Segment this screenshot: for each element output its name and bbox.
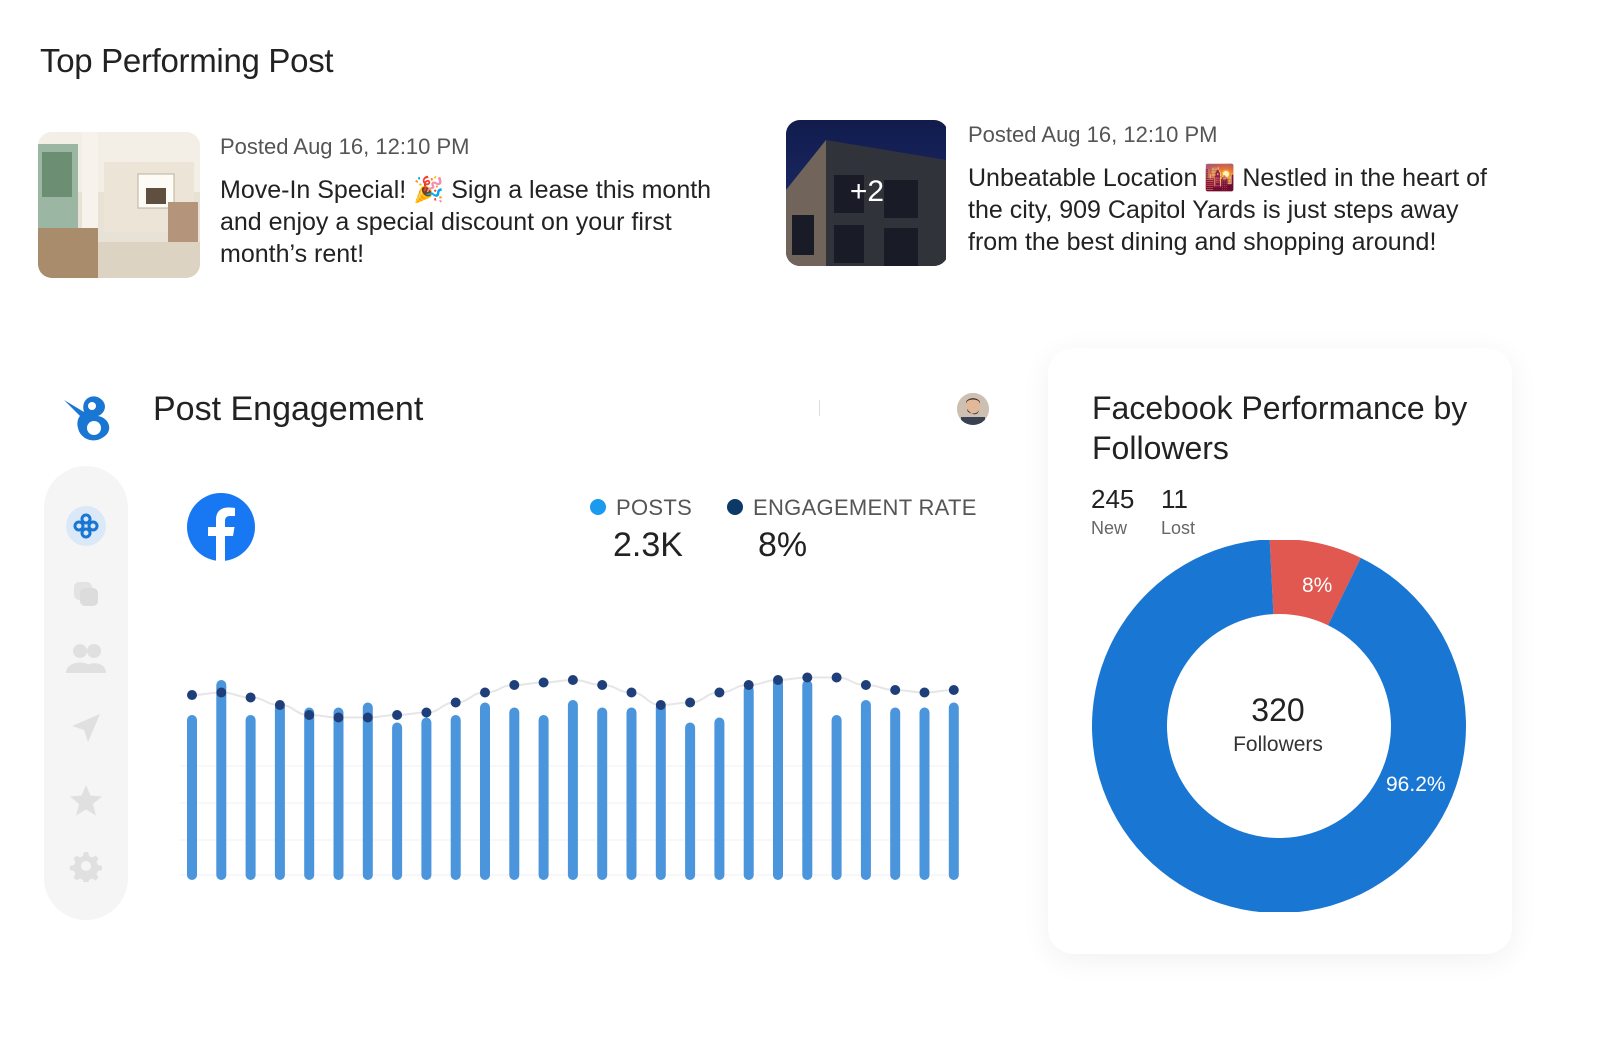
legend-posts: POSTS [590, 495, 692, 521]
post-text: Move-In Special! 🎉 Sign a lease this mon… [220, 176, 712, 268]
post-date: Posted Aug 16, 12:10 PM [968, 122, 1218, 147]
engagement-point[interactable] [597, 680, 608, 690]
new-followers-label: New [1091, 518, 1128, 538]
engagement-chart [180, 672, 960, 880]
extra-images-badge: +2 [849, 175, 885, 208]
donut-lost-label: 8% [1302, 574, 1333, 597]
sidebar [44, 466, 128, 920]
engagement-point[interactable] [773, 675, 783, 685]
engagement-point[interactable] [362, 712, 373, 723]
engagement-point[interactable] [274, 700, 285, 710]
top-post-card[interactable]: Posted Aug 16, 12:10 PM Move-In Special!… [38, 132, 758, 278]
engagement-point[interactable] [919, 687, 930, 698]
engagement-point[interactable] [802, 672, 813, 683]
legend-dot-icon [727, 499, 743, 515]
engagement-point[interactable] [187, 690, 197, 700]
facebook-icon[interactable] [186, 492, 256, 562]
star-icon[interactable] [66, 780, 106, 820]
engagement-point[interactable] [245, 692, 256, 703]
lost-followers-count: 11 [1161, 484, 1188, 514]
new-followers-count: 245 [1091, 484, 1135, 514]
divider [819, 400, 820, 416]
post-thumbnail[interactable] [38, 132, 200, 278]
engagement-point[interactable] [216, 687, 227, 698]
facebook-performance-title: Facebook Performance by Followers [1092, 390, 1468, 466]
brand-logo-icon[interactable] [58, 386, 116, 444]
network-icon[interactable] [66, 506, 106, 546]
engagement-point[interactable] [450, 697, 461, 708]
engagement-point[interactable] [948, 685, 959, 695]
post-thumbnail[interactable]: +2 [786, 120, 948, 266]
engagement-point[interactable] [480, 687, 490, 698]
donut-slice-lost[interactable] [1269, 540, 1361, 626]
post-text: Unbeatable Location 🌇 Nestled in the hea… [968, 164, 1487, 256]
engagement-point[interactable] [509, 680, 520, 690]
engagement-point[interactable] [860, 680, 871, 690]
followers-total-label: Followers [1233, 733, 1323, 756]
engagement-point[interactable] [831, 672, 842, 683]
engagement-point[interactable] [655, 700, 666, 710]
post-date: Posted Aug 16, 12:10 PM [220, 134, 470, 159]
legend-engagement-rate: ENGAGEMENT RATE [727, 495, 977, 521]
engagement-point[interactable] [890, 685, 901, 695]
send-icon[interactable] [66, 708, 106, 748]
followers-donut-chart [1091, 540, 1466, 912]
posts-value: 2.3K [613, 526, 683, 564]
lost-followers-label: Lost [1161, 518, 1196, 538]
legend-label: POSTS [616, 495, 693, 520]
engagement-point[interactable] [714, 687, 725, 698]
engagement-point[interactable] [626, 687, 637, 698]
engagement-point[interactable] [685, 697, 696, 708]
engagement-rate-value: 8% [758, 526, 808, 564]
engagement-point[interactable] [304, 710, 315, 720]
gear-icon[interactable] [66, 846, 106, 886]
engagement-point[interactable] [421, 707, 432, 718]
post-engagement-title: Post Engagement [153, 390, 424, 428]
section-title: Top Performing Post [40, 42, 334, 79]
users-icon[interactable] [66, 638, 106, 678]
legend-label: ENGAGEMENT RATE [753, 495, 977, 520]
engagement-point[interactable] [567, 675, 578, 685]
top-post-card[interactable]: +2 Posted Aug 16, 12:10 PM Unbeatable Lo… [786, 120, 1506, 266]
engagement-point[interactable] [743, 680, 754, 690]
legend-dot-icon [590, 499, 606, 515]
engagement-point[interactable] [392, 710, 403, 720]
engagement-point[interactable] [333, 712, 344, 723]
donut-kept-label: 96.2% [1386, 773, 1446, 796]
donut-slice-kept[interactable] [1091, 540, 1466, 912]
followers-total: 320 [1251, 692, 1305, 728]
copy-icon[interactable] [66, 574, 106, 614]
avatar[interactable] [957, 393, 989, 425]
engagement-point[interactable] [538, 677, 549, 688]
